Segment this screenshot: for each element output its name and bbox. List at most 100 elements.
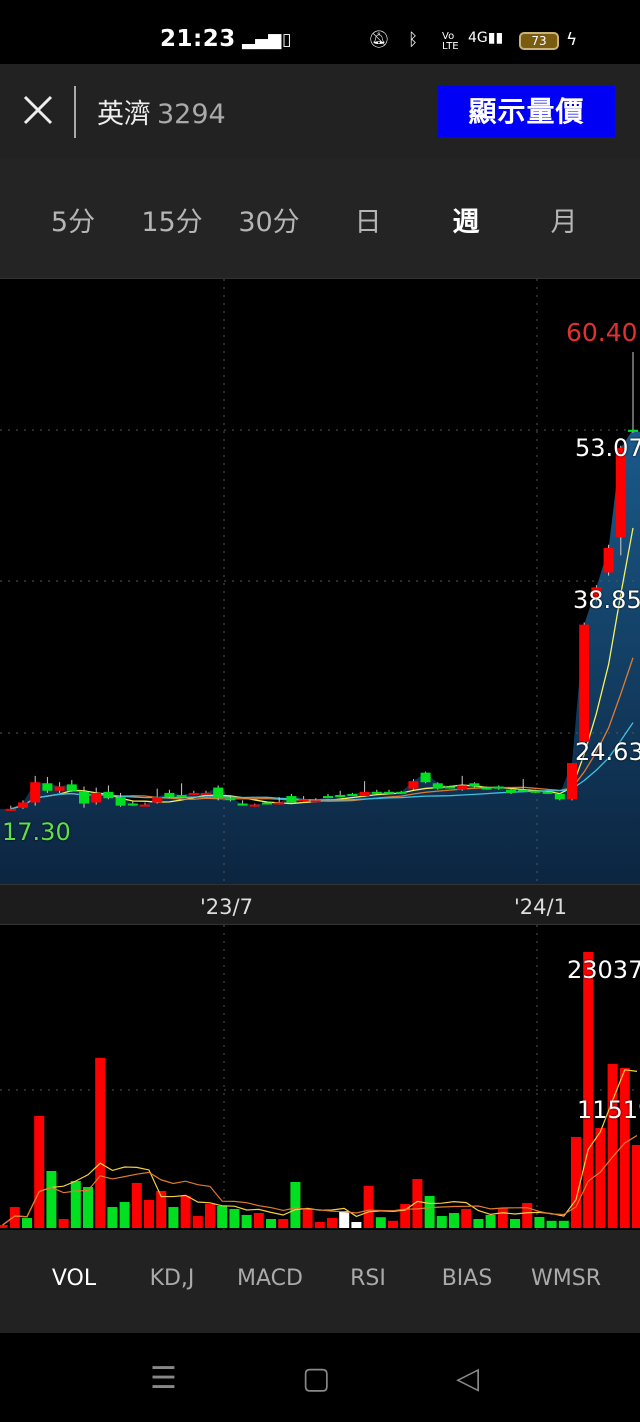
candle-body: [420, 772, 431, 783]
volume-bar: [595, 1127, 606, 1228]
candle-body: [518, 789, 529, 792]
volume-bar: [327, 1218, 337, 1228]
candle-body: [591, 587, 602, 597]
tab-vol[interactable]: VOL: [51, 1266, 97, 1291]
candle-body: [286, 796, 297, 803]
tab-day[interactable]: 日: [354, 207, 382, 238]
volume-bar: [241, 1214, 252, 1228]
volume-bar: [217, 1205, 228, 1228]
candle-body: [506, 789, 516, 793]
volte-icon: Vo LTE: [442, 31, 459, 52]
volume-bar: [302, 1208, 313, 1228]
volume-bar: [485, 1214, 496, 1228]
volume-bar: [412, 1178, 423, 1228]
volume-bar: [510, 1219, 520, 1228]
grid-price-label: 24.63: [575, 738, 640, 766]
candle-body: [115, 797, 126, 806]
candle-body: [628, 429, 638, 432]
candle-body: [567, 763, 577, 800]
candle-body: [201, 792, 211, 795]
candle-body: [79, 791, 89, 804]
price-chart[interactable]: [0, 279, 640, 884]
volume-bar: [351, 1222, 362, 1228]
volume-bar: [424, 1196, 435, 1228]
candle-body: [469, 783, 480, 787]
volume-bar: [119, 1202, 130, 1228]
tab-30min[interactable]: 30分: [238, 207, 300, 238]
vol-ma10-line: [2, 1135, 638, 1226]
tab-week[interactable]: 週: [452, 207, 480, 238]
candle-body: [432, 783, 443, 789]
volume-bar: [58, 1219, 69, 1228]
candle-body: [579, 624, 590, 742]
candle-body: [274, 802, 285, 805]
period-tabs: 5分 15分 30分 日 週 月: [0, 158, 640, 279]
volume-bar: [266, 1219, 276, 1228]
candle-body: [18, 802, 28, 808]
header: 英濟 3294 顯示量價: [0, 64, 640, 158]
tab-15min[interactable]: 15分: [141, 207, 203, 238]
tab-macd[interactable]: MACD: [237, 1266, 303, 1291]
volume-bar: [180, 1196, 191, 1228]
4g-signal-icon: 4G▮▮: [468, 30, 504, 46]
volume-mid-label: 11519: [577, 1096, 640, 1124]
candle-body: [249, 804, 260, 807]
candle-body: [54, 786, 65, 791]
volume-bar: [34, 1115, 45, 1228]
tab-rsi[interactable]: RSI: [350, 1266, 386, 1291]
bluetooth-icon: ᛒ: [408, 30, 419, 50]
clock: 21:23: [160, 26, 236, 52]
volume-bar: [461, 1208, 472, 1228]
volume-bar: [449, 1213, 459, 1228]
mute-icon: 🔕︎: [368, 30, 390, 50]
volume-bar: [9, 1207, 20, 1228]
candle-body: [542, 791, 553, 794]
candle-body: [91, 792, 102, 803]
tab-5min[interactable]: 5分: [50, 207, 96, 238]
status-bar: 21:23 ▂▄▆ ▯ 🔕︎ ᛒ Vo LTE 4G▮▮ 73 ϟ: [0, 0, 640, 64]
x-axis: '23/7 '24/1: [0, 884, 640, 925]
volume-bar: [375, 1217, 386, 1228]
volume-bar: [290, 1181, 301, 1228]
candle-body: [530, 790, 541, 793]
low-price-label: 17.30: [2, 818, 71, 846]
candle-body: [103, 791, 114, 799]
volume-max-label: 23037: [567, 956, 640, 984]
volume-bar: [229, 1208, 240, 1228]
volume-bar: [70, 1181, 81, 1228]
tab-month[interactable]: 月: [550, 207, 578, 238]
candle-body: [359, 791, 370, 797]
candle-body: [396, 791, 407, 794]
candle-body: [323, 796, 333, 799]
tab-kdj[interactable]: KD,J: [149, 1266, 195, 1291]
volume-chart[interactable]: [0, 925, 640, 1230]
stock-title: 英濟 3294: [97, 92, 226, 131]
tab-bias[interactable]: BIAS: [441, 1266, 493, 1291]
back-icon[interactable]: ◁: [456, 1361, 480, 1396]
candle-body: [603, 547, 614, 573]
tab-wmsr[interactable]: WMSR: [531, 1266, 601, 1291]
candle-body: [445, 786, 455, 789]
volume-bar: [400, 1204, 411, 1228]
candle-body: [408, 781, 419, 789]
volume-bar: [619, 1067, 630, 1228]
stock-name: 英濟: [97, 99, 151, 130]
candle-body: [237, 803, 248, 806]
close-icon[interactable]: [20, 92, 56, 128]
menu-icon[interactable]: ☰: [150, 1361, 177, 1396]
volume-bar: [107, 1207, 118, 1228]
candle-body: [164, 792, 175, 798]
candle-body: [554, 793, 565, 800]
grid-price-label: 53.07: [575, 434, 640, 462]
price-area: [0, 429, 640, 884]
home-icon[interactable]: ▢: [302, 1361, 331, 1396]
candle-body: [310, 800, 321, 803]
signal-chart-icon: ▂▄▆: [242, 30, 282, 50]
candle-body: [347, 793, 358, 796]
volume-bar: [546, 1220, 557, 1228]
x-tick-label: '23/7: [200, 895, 253, 919]
show-volume-price-button[interactable]: 顯示量價: [438, 86, 615, 137]
grid-price-label: 38.85: [573, 586, 640, 614]
volume-bar: [388, 1220, 398, 1228]
volume-bar: [156, 1190, 167, 1228]
